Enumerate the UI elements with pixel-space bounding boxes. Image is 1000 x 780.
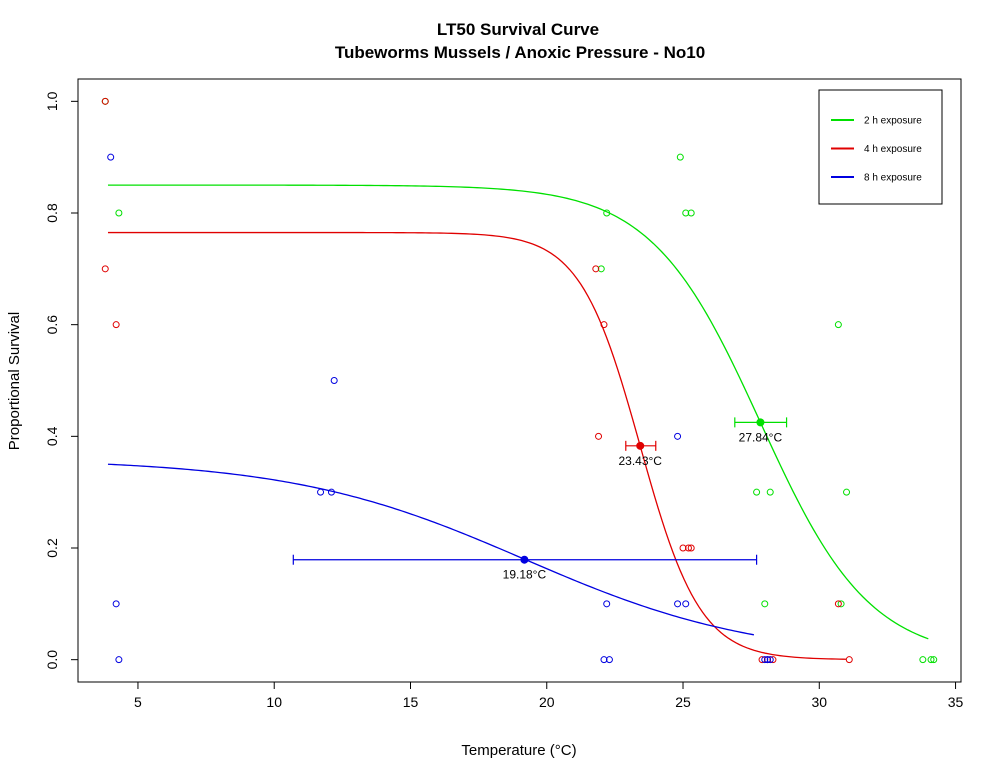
x-axis: 5 10 15 20 25 30 35 <box>134 681 964 710</box>
data-point <box>317 488 325 496</box>
y-tick-label: 0.0 <box>44 650 60 670</box>
y-tick-label: 0.4 <box>44 426 60 446</box>
data-point <box>107 153 115 161</box>
fitted-curves <box>107 184 929 660</box>
data-point <box>592 265 600 273</box>
data-point <box>684 544 692 552</box>
data-point <box>687 209 695 217</box>
survival-curve <box>107 184 929 640</box>
data-point <box>600 656 608 664</box>
data-point <box>600 321 608 329</box>
lt50-label: 23.43°C <box>618 454 662 468</box>
data-point <box>927 656 935 664</box>
data-point <box>687 544 695 552</box>
x-tick-label: 10 <box>266 694 282 710</box>
lt50-label: 19.18°C <box>503 568 547 582</box>
data-point <box>758 656 766 664</box>
data-point <box>766 656 774 664</box>
data-point <box>597 265 605 273</box>
legend-label: 4 h exposure <box>864 144 922 155</box>
lt50-markers: 27.84°C 23.43°C 19.18°C <box>292 417 788 582</box>
lt50-label: 27.84°C <box>739 430 783 444</box>
y-tick-label: 0.2 <box>44 538 60 558</box>
lt50-point <box>756 418 765 427</box>
data-point <box>115 209 123 217</box>
chart-title: LT50 Survival Curve <box>437 20 599 39</box>
data-point <box>834 600 842 608</box>
x-tick-label: 15 <box>403 694 419 710</box>
y-tick-label: 1.0 <box>44 91 60 111</box>
legend-label: 2 h exposure <box>864 116 922 127</box>
data-point <box>101 97 109 105</box>
survival-curve <box>107 463 755 636</box>
data-point <box>115 656 123 664</box>
data-point <box>330 377 338 384</box>
data-point <box>753 488 761 496</box>
x-tick-label: 5 <box>134 694 142 710</box>
legend: 2 h exposure 4 h exposure 8 h exposure <box>818 89 943 205</box>
data-point <box>605 656 613 664</box>
lt50-point <box>520 555 529 564</box>
y-axis-title: Proportional Survival <box>6 312 23 450</box>
data-point <box>682 600 690 608</box>
data-point <box>676 153 684 161</box>
data-point <box>679 544 687 552</box>
data-point <box>603 600 611 608</box>
legend-label: 8 h exposure <box>864 173 922 184</box>
y-axis: 0.0 0.2 0.4 0.6 0.8 1.0 <box>44 91 79 670</box>
data-point <box>843 488 851 496</box>
data-point <box>845 656 853 664</box>
data-point <box>682 209 690 217</box>
x-tick-label: 20 <box>539 694 555 710</box>
survival-curve <box>107 231 847 660</box>
data-point <box>112 600 120 608</box>
lt50-point <box>636 441 645 450</box>
data-point <box>761 656 769 664</box>
data-point <box>674 432 682 440</box>
chart-subtitle: Tubeworms Mussels / Anoxic Pressure - No… <box>335 43 705 62</box>
data-point <box>112 321 120 329</box>
data-point <box>101 265 109 273</box>
data-points <box>101 97 938 664</box>
legend-box <box>818 89 943 205</box>
data-point <box>919 656 927 664</box>
data-point <box>834 321 842 329</box>
x-tick-label: 35 <box>948 694 964 710</box>
x-tick-label: 30 <box>811 694 827 710</box>
y-tick-label: 0.8 <box>44 203 60 223</box>
data-point <box>930 656 938 664</box>
x-tick-label: 25 <box>675 694 691 710</box>
data-point <box>769 656 777 664</box>
y-tick-label: 0.6 <box>44 315 60 335</box>
data-point <box>766 488 774 496</box>
data-point <box>327 488 335 496</box>
data-point <box>761 600 769 608</box>
data-point <box>595 432 603 440</box>
data-point <box>603 209 611 217</box>
x-axis-title: Temperature (°C) <box>461 742 576 759</box>
data-point <box>764 656 772 664</box>
data-point <box>674 600 682 608</box>
data-point <box>837 600 845 608</box>
